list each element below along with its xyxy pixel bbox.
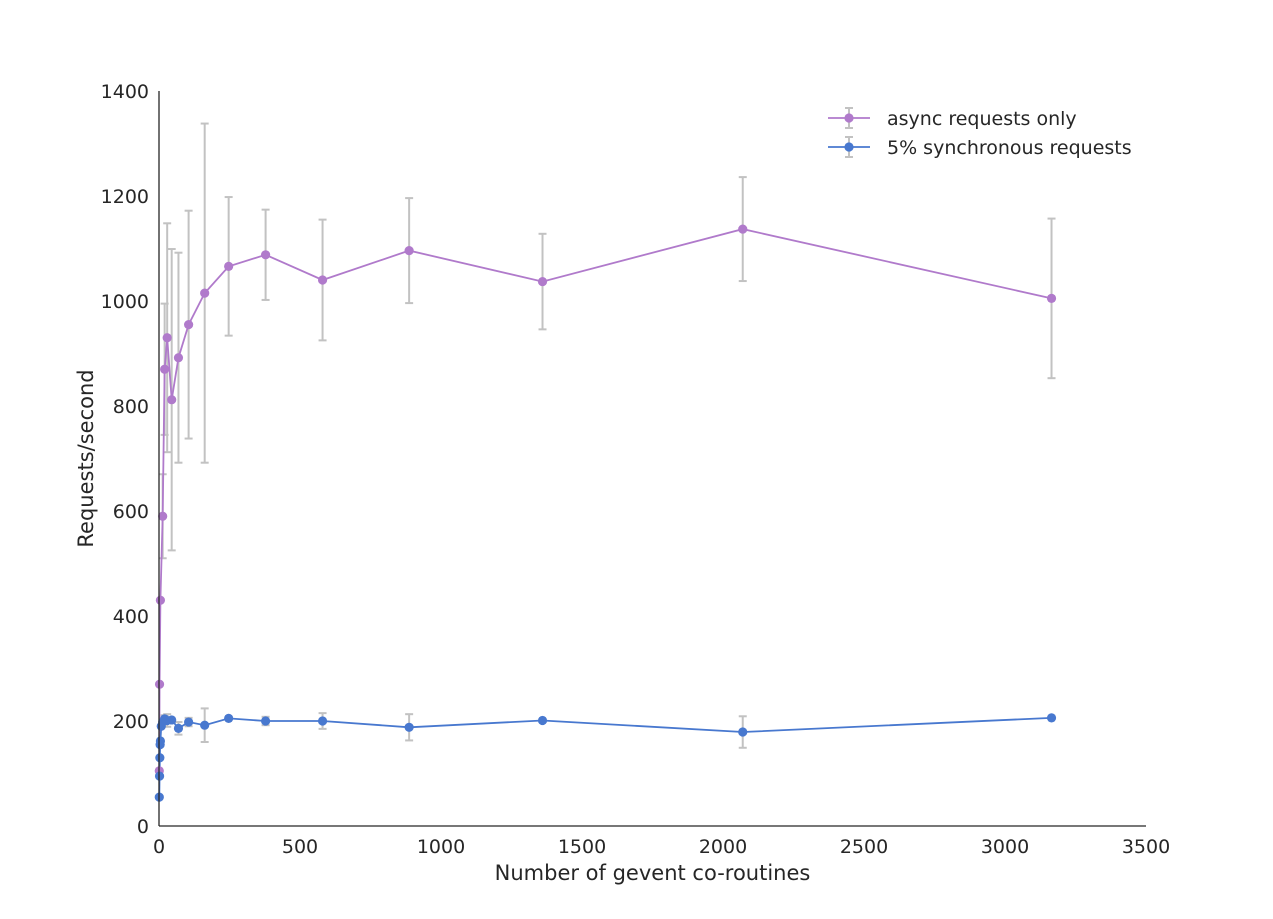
series-point-1 — [260, 716, 271, 726]
series-point-1 — [1046, 713, 1057, 723]
series-points-layer — [154, 224, 1057, 802]
series-point-0 — [173, 353, 184, 363]
series-point-0 — [1046, 293, 1057, 303]
legend: async requests only 5% synchronous reques… — [828, 107, 1132, 159]
x-tick-label: 2500 — [840, 836, 888, 858]
y-tick-labels: 0 200 400 600 800 1000 1200 1400 — [101, 81, 149, 838]
x-tick-label: 2000 — [699, 836, 747, 858]
series-point-1 — [155, 736, 166, 746]
series-point-1 — [184, 717, 194, 727]
series-point-1 — [200, 720, 210, 730]
series-point-0 — [200, 288, 210, 298]
series-point-1 — [167, 715, 177, 725]
series-point-0 — [404, 246, 414, 256]
y-tick-label: 1200 — [101, 186, 149, 208]
y-tick-label: 200 — [113, 711, 149, 733]
series-point-0 — [155, 595, 166, 605]
x-tick-label: 3500 — [1122, 836, 1170, 858]
legend-label: 5% synchronous requests — [887, 137, 1132, 159]
x-tick-labels: 0 500 1000 1500 2000 2500 3000 3500 — [153, 836, 1170, 858]
series-lines-layer — [158, 228, 1052, 798]
x-tick-label: 500 — [282, 836, 318, 858]
series-point-0 — [260, 250, 271, 260]
series-point-1 — [537, 715, 548, 726]
series-point-1 — [738, 727, 748, 737]
series-point-0 — [224, 261, 234, 271]
series-point-0 — [160, 364, 170, 374]
series-point-1 — [404, 722, 414, 732]
series-point-0 — [317, 275, 328, 285]
series-line-0 — [158, 228, 1052, 771]
series-point-0 — [162, 333, 172, 343]
series-point-0 — [167, 395, 177, 405]
series-line-1 — [158, 716, 1052, 798]
axes — [158, 91, 1146, 827]
series-point-0 — [158, 511, 168, 521]
series-point-1 — [155, 753, 165, 763]
y-axis-title: Requests/second — [74, 369, 98, 547]
x-axis-title: Number of gevent co-routines — [495, 861, 811, 885]
y-tick-label: 1400 — [101, 81, 149, 103]
series-point-1 — [317, 716, 328, 726]
x-tick-label: 3000 — [981, 836, 1029, 858]
series-point-0 — [184, 320, 194, 330]
y-tick-label: 800 — [113, 396, 149, 418]
errorbars-layer — [158, 122, 1056, 749]
y-tick-label: 400 — [113, 606, 149, 628]
series-point-1 — [173, 723, 184, 733]
series-point-0 — [537, 276, 548, 287]
y-tick-label: 600 — [113, 501, 149, 523]
y-tick-label: 0 — [137, 816, 149, 838]
legend-marker — [844, 142, 854, 152]
x-tick-label: 0 — [153, 836, 165, 858]
series-point-0 — [738, 224, 748, 234]
x-tick-label: 1000 — [417, 836, 465, 858]
x-tick-label: 1500 — [558, 836, 606, 858]
legend-label: async requests only — [887, 108, 1077, 130]
legend-marker — [844, 113, 854, 123]
series-point-1 — [224, 713, 234, 723]
y-tick-label: 1000 — [101, 291, 149, 313]
